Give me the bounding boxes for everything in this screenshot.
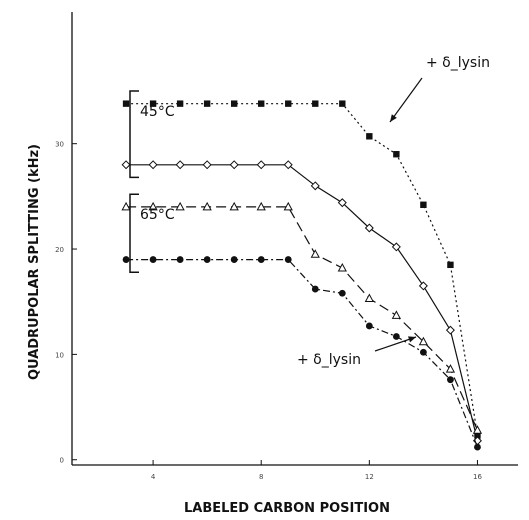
data-point — [312, 100, 319, 107]
bracket-65c — [129, 193, 139, 273]
arrow-lysin-lower-head — [408, 336, 416, 343]
data-point — [364, 293, 374, 303]
data-point — [365, 322, 373, 330]
data-point — [148, 201, 158, 211]
data-point — [121, 201, 131, 211]
annotation-45c: 45°C — [140, 104, 175, 120]
data-point — [258, 100, 265, 107]
data-point — [337, 198, 347, 208]
data-point — [391, 310, 402, 319]
series-line — [126, 259, 479, 448]
y-tick-label: 0 — [60, 457, 64, 465]
series-line — [126, 164, 479, 441]
data-point — [283, 201, 293, 211]
data-point — [229, 160, 239, 170]
annotation-65c: 65°C — [140, 207, 175, 223]
data-point — [366, 133, 373, 140]
arrow-lysin-upper — [389, 77, 423, 123]
data-point — [310, 249, 320, 258]
chart-series — [121, 100, 483, 451]
data-point — [230, 100, 238, 107]
annotation-lysin-upper: + δ_lysin — [426, 55, 490, 71]
x-tick-label: 4 — [151, 473, 156, 481]
arrow-lysin-upper-head — [390, 114, 397, 122]
data-point — [256, 160, 266, 170]
data-point — [445, 325, 455, 335]
data-point — [447, 261, 454, 269]
data-point — [420, 201, 427, 208]
data-point — [175, 160, 185, 170]
data-point — [310, 181, 320, 191]
data-point — [202, 201, 212, 211]
data-point — [121, 160, 131, 170]
series-line — [126, 103, 479, 436]
data-point — [203, 100, 211, 107]
chart-axes — [71, 12, 518, 466]
data-point — [149, 256, 157, 263]
y-tick-label: 10 — [55, 351, 64, 359]
data-point — [122, 256, 130, 263]
data-point — [339, 100, 346, 107]
x-axis-label: LABELED CARBON POSITION — [184, 501, 390, 516]
annotation-lysin-lower: + δ_lysin — [297, 352, 361, 368]
data-point — [474, 432, 481, 439]
data-point — [364, 223, 374, 233]
data-point — [149, 100, 157, 107]
data-point — [445, 364, 456, 373]
chart-annotations — [129, 77, 423, 352]
data-point — [175, 201, 185, 211]
data-point — [393, 151, 400, 158]
y-tick-label: 20 — [55, 246, 64, 254]
data-point — [392, 333, 400, 340]
x-tick-label: 12 — [365, 473, 374, 481]
data-point — [203, 256, 211, 263]
chart-ticks: 4 8 12 16 0 10 20 30 — [55, 141, 482, 481]
data-point — [283, 160, 293, 170]
data-point — [418, 281, 428, 291]
data-point — [176, 100, 184, 107]
data-point — [472, 425, 483, 434]
x-tick-label: 16 — [473, 473, 482, 481]
data-point — [256, 201, 266, 211]
data-point — [176, 256, 184, 263]
data-point — [311, 285, 319, 293]
y-axis-label: QUADRUPOLAR SPLITTING (kHz) — [27, 144, 42, 380]
y-tick-label: 30 — [55, 141, 64, 149]
data-point — [418, 336, 429, 346]
data-point — [148, 160, 158, 170]
series-line — [126, 206, 479, 431]
data-point — [419, 348, 427, 356]
data-point — [474, 443, 481, 451]
data-point — [447, 376, 454, 384]
data-point — [285, 100, 292, 107]
bracket-45c — [129, 90, 139, 179]
data-point — [391, 242, 401, 252]
data-point — [338, 289, 346, 297]
data-point — [284, 256, 292, 263]
data-point — [122, 100, 130, 107]
data-point — [229, 201, 239, 211]
data-point — [337, 262, 347, 272]
data-point — [230, 256, 238, 263]
data-point — [257, 256, 265, 263]
data-point — [202, 160, 212, 170]
x-tick-label: 8 — [259, 473, 263, 481]
